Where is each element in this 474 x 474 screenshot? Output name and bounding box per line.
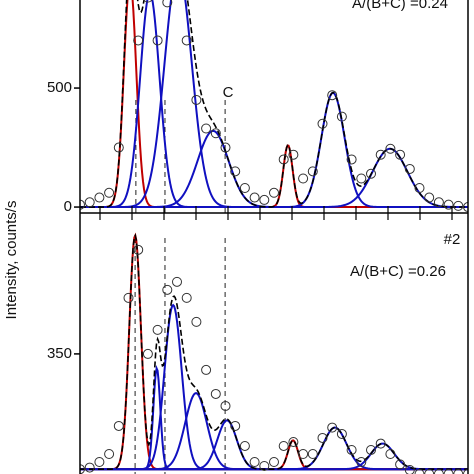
- fit-envelope: [80, 233, 468, 470]
- data-point: [162, 0, 173, 8]
- data-point: [404, 464, 415, 474]
- ratio-annotation: A/(B+C) =0.26: [350, 263, 446, 280]
- data-point: [433, 469, 444, 474]
- fit-peak: [80, 426, 468, 471]
- data-point: [269, 456, 279, 467]
- data-point: [298, 448, 309, 459]
- data-point: [395, 149, 406, 160]
- data-point: [152, 324, 163, 335]
- data-point: [327, 90, 338, 101]
- data-point: [278, 440, 289, 451]
- data-point: [356, 456, 367, 467]
- data-point: [453, 200, 464, 211]
- data-point: [210, 388, 221, 399]
- data-point: [366, 168, 376, 179]
- data-point: [104, 187, 115, 198]
- y-tick-label: 500: [47, 79, 72, 96]
- data-point: [84, 197, 95, 208]
- data-point: [356, 173, 367, 184]
- data-point: [123, 292, 134, 303]
- data-point: [375, 438, 386, 449]
- y-tick-label: 350: [47, 345, 72, 362]
- data-point: [443, 199, 454, 210]
- data-point: [80, 199, 85, 210]
- data-point: [366, 444, 376, 455]
- data-point: [424, 192, 435, 203]
- data-point: [239, 440, 250, 451]
- plot-area: [80, 232, 468, 474]
- data-point: [307, 166, 318, 177]
- data-point: [172, 276, 182, 287]
- data-point: [230, 166, 241, 177]
- ratio-annotation: A/(B+C) =0.24: [352, 0, 448, 12]
- data-point: [346, 444, 357, 455]
- data-point: [80, 464, 85, 474]
- data-point: [375, 149, 386, 160]
- data-point: [201, 123, 212, 134]
- data-point: [414, 183, 425, 194]
- data-point: [298, 173, 309, 184]
- data-point: [463, 202, 468, 213]
- sample-annotation: #2: [444, 231, 461, 248]
- data-point: [210, 128, 221, 139]
- data-point: [317, 432, 328, 443]
- y-tick-label: 0: [64, 198, 72, 215]
- data-point: [327, 422, 338, 433]
- data-point: [94, 192, 105, 203]
- data-point: [259, 194, 270, 205]
- data-point: [414, 469, 425, 474]
- plot-area: [80, 0, 468, 213]
- data-point: [278, 154, 289, 165]
- data-point: [201, 364, 212, 375]
- fit-peak: [80, 303, 468, 471]
- data-point: [239, 183, 250, 194]
- y-axis-label: Intensity, counts/s: [3, 201, 20, 320]
- data-point: [317, 118, 328, 129]
- data-point: [288, 436, 299, 447]
- data-point: [113, 420, 124, 431]
- data-point: [191, 316, 202, 327]
- data-point: [133, 244, 144, 255]
- fit-peak: [80, 439, 468, 471]
- data-point: [249, 456, 260, 467]
- fit-peak: [80, 129, 468, 209]
- fit-peak: [80, 419, 468, 471]
- data-point: [395, 459, 406, 470]
- data-point: [307, 448, 318, 459]
- data-point: [230, 420, 241, 431]
- data-point: [181, 35, 192, 46]
- data-point: [269, 187, 279, 198]
- data-point: [249, 192, 260, 203]
- data-point: [424, 469, 435, 474]
- data-point: [346, 154, 357, 165]
- data-point: [433, 197, 444, 208]
- data-point: [181, 292, 192, 303]
- data-point: [336, 428, 347, 439]
- data-point: [162, 284, 173, 295]
- data-point: [443, 469, 454, 474]
- data-point: [385, 143, 396, 154]
- data-point: [259, 460, 270, 471]
- data-point: [453, 469, 464, 474]
- data-point: [288, 149, 299, 160]
- peak-annotation: C: [223, 84, 234, 101]
- data-point: [104, 448, 115, 459]
- data-point: [220, 400, 231, 411]
- data-point: [152, 35, 163, 46]
- data-point: [94, 456, 105, 467]
- data-point: [84, 462, 95, 473]
- data-point: [385, 448, 396, 459]
- data-point: [143, 0, 153, 3]
- data-point: [133, 35, 144, 46]
- fit-peak: [80, 364, 468, 471]
- data-point: [113, 142, 124, 153]
- data-point: [220, 142, 231, 153]
- data-point: [336, 111, 347, 122]
- data-point: [404, 163, 415, 174]
- data-point: [142, 348, 153, 359]
- fit-envelope: [80, 0, 468, 208]
- data-point: [191, 94, 202, 105]
